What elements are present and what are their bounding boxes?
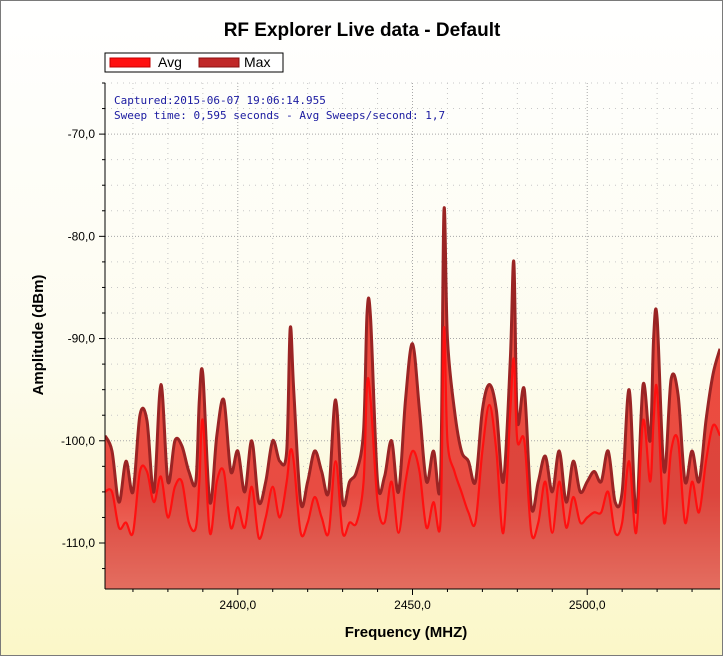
y-axis-title: Amplitude (dBm) (30, 275, 47, 396)
legend: Avg Max (104, 52, 284, 73)
capture-annotation: Captured:2015-06-07 19:06:14.955 (114, 94, 326, 107)
x-tick-label: 2500,0 (569, 598, 606, 612)
series-avg-shade (105, 327, 720, 589)
legend-swatch-max (198, 57, 240, 68)
sweep-annotation: Sweep time: 0,595 seconds - Avg Sweeps/s… (114, 109, 445, 122)
axes: -70,0 -80,0 -90,0 -100,0 -110,0 2400,0 2450,0 2… (61, 82, 720, 612)
y-tick-label: -80,0 (68, 229, 96, 243)
x-axis-title: Frequency (MHZ) (345, 624, 468, 641)
series-max-area (105, 207, 720, 589)
series-max-line (105, 206, 720, 514)
series-avg-line (105, 326, 720, 540)
y-tick-label: -70,0 (68, 127, 96, 141)
y-tick-label: -110,0 (62, 536, 95, 550)
y-tick-label: -100,0 (61, 434, 95, 448)
legend-label-max: Max (244, 54, 270, 70)
series-layer (105, 206, 720, 589)
legend-label-avg: Avg (158, 54, 182, 70)
x-tick-label: 2450,0 (394, 598, 431, 612)
chart-title: RF Explorer Live data - Default (224, 20, 501, 41)
y-tick-label: -90,0 (68, 332, 96, 346)
x-tick-label: 2400,0 (219, 598, 256, 612)
legend-swatch-avg (109, 57, 151, 68)
